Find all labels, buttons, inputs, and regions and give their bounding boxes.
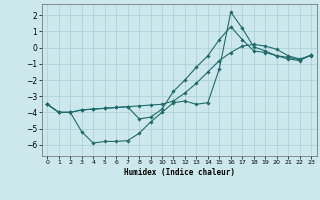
X-axis label: Humidex (Indice chaleur): Humidex (Indice chaleur) [124, 168, 235, 177]
